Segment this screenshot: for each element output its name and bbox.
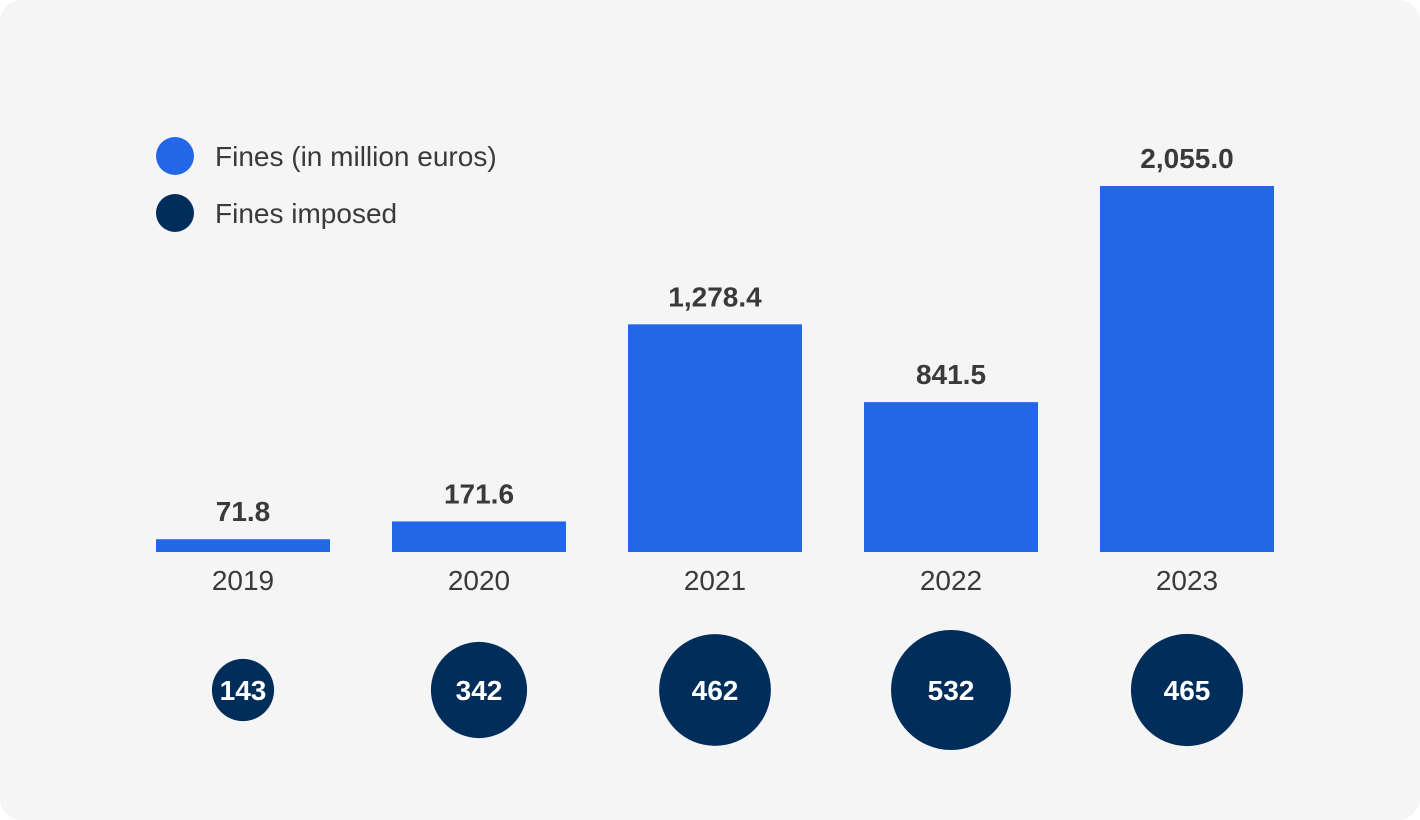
bubble-value-label-2022: 532: [928, 675, 975, 706]
bar-2022: [864, 402, 1038, 552]
bubble-2022: [891, 630, 1011, 750]
bar-value-label-2022: 841.5: [916, 359, 986, 390]
legend-marker-fines-imposed: [156, 194, 194, 232]
bar-2021: [628, 324, 802, 552]
bubble-value-label-2019: 143: [220, 675, 267, 706]
bar-2023: [1100, 186, 1274, 552]
bubble-2020: [430, 641, 528, 739]
bar-2020: [392, 521, 566, 552]
x-tick-label-2022: 2022: [920, 565, 982, 596]
bar-2019: [156, 539, 330, 552]
bar-value-label-2020: 171.6: [444, 478, 514, 509]
bubble-2021: [659, 634, 771, 746]
x-tick-label-2020: 2020: [448, 565, 510, 596]
bubble-value-label-2020: 342: [456, 675, 503, 706]
bubble-2023: [1130, 633, 1244, 747]
bar-value-label-2023: 2,055.0: [1140, 143, 1233, 174]
legend-marker-fines-amount: [156, 137, 194, 175]
bar-value-label-2021: 1,278.4: [668, 281, 762, 312]
bubble-value-label-2023: 465: [1164, 675, 1211, 706]
x-tick-label-2019: 2019: [212, 565, 274, 596]
legend-label-fines-amount: Fines (in million euros): [215, 141, 497, 172]
legend-label-fines-imposed: Fines imposed: [215, 198, 397, 229]
bar-value-label-2019: 71.8: [216, 496, 271, 527]
bubble-2019: [211, 658, 275, 722]
x-tick-label-2023: 2023: [1156, 565, 1218, 596]
bubble-value-label-2021: 462: [692, 675, 739, 706]
x-tick-label-2021: 2021: [684, 565, 746, 596]
legend: Fines (in million euros) Fines imposed: [156, 137, 497, 232]
